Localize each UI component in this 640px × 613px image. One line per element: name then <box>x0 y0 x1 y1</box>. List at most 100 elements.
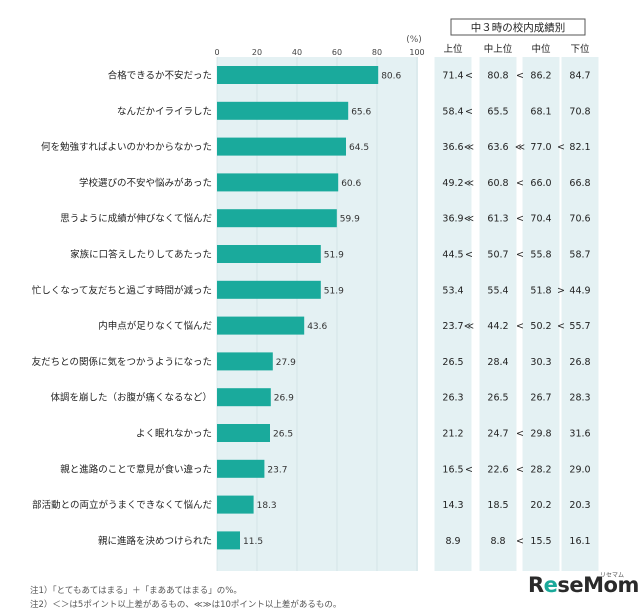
category-label: 友だちとの関係に気をつかうようになった <box>32 356 212 368</box>
category-label: よく眠れなかった <box>136 429 212 440</box>
table-cell: 28.2 <box>530 464 551 475</box>
comparison-symbol: ≪ <box>464 142 474 153</box>
data-label: 65.6 <box>351 107 371 117</box>
table-cell: 18.5 <box>487 500 508 511</box>
table-cell: 14.3 <box>442 500 463 511</box>
comparison-symbol: < <box>516 464 524 475</box>
table-cell: 29.8 <box>530 429 551 440</box>
bar <box>217 280 321 299</box>
data-label: 80.6 <box>381 72 401 82</box>
table-column-bg <box>434 57 472 571</box>
data-label: 26.5 <box>273 430 293 440</box>
data-label: 51.9 <box>324 251 344 261</box>
value-labels: 80.6 65.6 64.5 60.6 59.9 51.9 51.9 43.6 27.9 26.9… <box>243 72 402 547</box>
data-label: 59.9 <box>340 215 360 225</box>
table-cell: 23.7 <box>442 321 463 332</box>
comparison-symbol: < <box>516 321 524 332</box>
table-cell: 16.1 <box>569 536 590 547</box>
bar <box>217 66 379 84</box>
bar <box>217 209 337 228</box>
comparison-symbol: < <box>516 214 524 225</box>
note-1: 注1）「とてもあてはまる」＋「まああてはまる」の%。 <box>30 586 242 596</box>
table-cell: 24.7 <box>487 429 508 440</box>
table-cell: 28.3 <box>569 393 590 404</box>
data-label: 23.7 <box>267 465 287 475</box>
comparison-symbol: < <box>465 250 473 261</box>
table-column-header: 上位 <box>443 43 463 55</box>
table-cell: 66.8 <box>569 178 590 189</box>
comparison-symbol: < <box>516 178 524 189</box>
table-headers: 上位 中上位 中位 下位 <box>443 43 590 55</box>
comparison-symbol: ≪ <box>515 142 525 153</box>
category-label: 部活動との両立がうまくできなくて悩んだ <box>32 499 212 511</box>
table-cell: 26.7 <box>530 393 551 404</box>
comparison-symbol: < <box>557 321 565 332</box>
x-tick-label: 40 <box>292 48 302 57</box>
table-column-header: 中上位 <box>484 43 513 55</box>
bar <box>217 352 273 371</box>
table-cell: 49.2 <box>442 178 463 189</box>
logo-subtitle: リセマム <box>600 572 625 579</box>
table-cell: 61.3 <box>487 214 508 225</box>
bars <box>217 66 379 550</box>
comparison-symbol: < <box>516 250 524 261</box>
note-2: 注2）＜＞は5ポイント以上差があるもの、≪≫は10ポイント以上差があるもの。 <box>30 600 342 610</box>
bar <box>217 137 346 156</box>
table-cell: 36.6 <box>442 142 463 153</box>
table-column-bg <box>479 57 517 571</box>
comparison-symbol: < <box>465 71 473 82</box>
table-title-box <box>450 18 586 36</box>
comparison-symbol: < <box>516 536 524 547</box>
table-cell: 80.8 <box>487 71 508 82</box>
data-label: 51.9 <box>324 286 344 296</box>
table-cell: 58.4 <box>442 106 463 117</box>
logo-prefix: R <box>528 573 544 597</box>
table-cell: 55.8 <box>530 250 551 261</box>
x-tick-label: 60 <box>332 48 342 57</box>
comparison-symbol: ≪ <box>464 178 474 189</box>
x-tick-label: 100 <box>409 48 424 57</box>
comparison-symbol: < <box>516 429 524 440</box>
category-label: 忙しくなって友だちと過ごす時間が減った <box>32 284 212 296</box>
table-cell: 36.9 <box>442 214 463 225</box>
table-cell: 22.6 <box>487 464 508 475</box>
table-column-bg <box>522 57 560 571</box>
category-label: 内申点が足りなくて悩んだ <box>98 320 212 332</box>
resemom-logo: ReseMom <box>528 573 639 597</box>
table-cell: 44.2 <box>487 321 508 332</box>
category-label: 親に進路を決めつけられた <box>98 535 212 547</box>
table-cell: 30.3 <box>530 357 551 368</box>
data-label: 18.3 <box>257 501 277 511</box>
comparison-symbol: ≪ <box>464 321 474 332</box>
x-tick-label: 80 <box>372 48 382 57</box>
category-label: 学校選びの不安や悩みがあった <box>79 177 212 189</box>
bar <box>217 316 305 335</box>
category-label: 家族に口答えしたりしてあたった <box>70 249 212 261</box>
category-label: 合格できるか不安だった <box>108 70 212 82</box>
table-cell: 53.4 <box>442 285 463 296</box>
comparison-symbol: > <box>557 285 565 296</box>
logo-accent: e <box>543 573 558 597</box>
data-label: 60.6 <box>341 179 361 189</box>
bar <box>217 173 339 192</box>
table-cell: 51.8 <box>530 285 551 296</box>
comparison-symbol: < <box>465 106 473 117</box>
table-cell: 70.8 <box>569 106 590 117</box>
bar <box>217 388 271 407</box>
category-label: 親と進路のことで意見が食い違った <box>60 463 212 475</box>
breakdown-table: 中３時の校内成績別 上位 中上位 中位 下位 71.4 80.8 86.2 84.7 58.4… <box>434 18 599 571</box>
table-column-header: 中位 <box>531 43 551 55</box>
table-cell: 60.8 <box>487 178 508 189</box>
table-cell: 58.7 <box>569 250 590 261</box>
comparison-symbol: < <box>516 71 524 82</box>
data-label: 11.5 <box>243 537 263 547</box>
table-cell: 63.6 <box>487 142 508 153</box>
plot-background <box>217 57 418 571</box>
axis-unit-label: (%) <box>406 35 422 45</box>
bar <box>217 531 240 550</box>
bar <box>217 101 349 120</box>
comparison-symbol: < <box>465 464 473 475</box>
table-title: 中３時の校内成績別 <box>471 21 566 34</box>
x-axis: (%) 0 20 40 60 80 100 <box>214 35 424 57</box>
table-cell: 70.4 <box>530 214 551 225</box>
